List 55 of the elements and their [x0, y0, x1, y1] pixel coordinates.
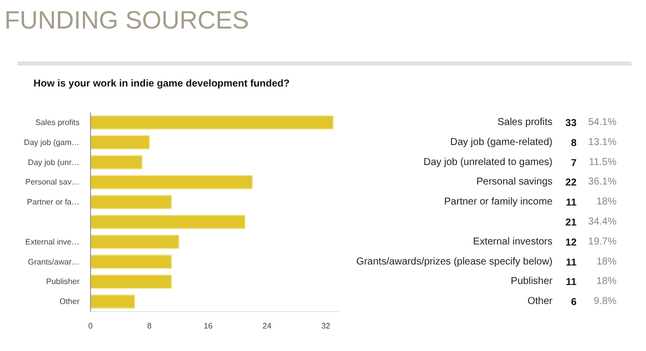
bar — [90, 115, 334, 130]
text: Other — [527, 296, 554, 308]
text: Day job (unrelated to games) — [424, 156, 553, 168]
bar — [90, 155, 142, 170]
text: Day job (game-related) — [450, 136, 552, 148]
text: Grants/awards/prizes (please specify below) — [356, 256, 553, 268]
data-label: 7 — [570, 158, 577, 169]
x-tick-label: 24 — [262, 322, 272, 330]
data-label: 8 — [570, 138, 577, 149]
data-label: 11 — [566, 198, 577, 209]
text: 36.1% — [588, 176, 617, 188]
data-label: 12 — [565, 237, 577, 248]
text: 13.1% — [588, 136, 617, 148]
text: 54.1% — [588, 116, 617, 128]
text: 19.7% — [588, 236, 617, 248]
data-label: 22 — [565, 178, 577, 189]
text: 34.4% — [588, 216, 617, 228]
bar — [90, 135, 150, 150]
chart-title: FUNDING SOURCES — [4, 6, 249, 34]
text: External investors — [473, 236, 553, 248]
bar — [90, 294, 136, 309]
bar — [90, 274, 172, 289]
bar — [90, 234, 180, 249]
x-tick-label: 0 — [88, 322, 94, 330]
bar — [90, 214, 246, 230]
x-tick-label: 8 — [147, 322, 152, 330]
y-tick-label: Day job (unr… — [28, 158, 80, 167]
data-label: 11 — [566, 277, 577, 288]
text: 18% — [596, 276, 617, 288]
y-tick-label: Other — [59, 297, 80, 306]
text: Partner or family income — [444, 196, 553, 208]
text: 18% — [596, 196, 617, 208]
bar — [90, 175, 253, 190]
y-tick-label: Personal sav… — [25, 178, 80, 187]
x-tick-label: 32 — [321, 322, 331, 330]
y-tick-label: Publisher — [46, 277, 80, 286]
data-label: 33 — [565, 118, 577, 129]
bar — [90, 194, 172, 210]
bar — [90, 254, 172, 269]
y-tick-label: External inve… — [25, 237, 80, 246]
y-tick-label: Partner or fa… — [27, 198, 80, 207]
chart-subtitle: How is your work in indie game development funded? — [34, 78, 290, 90]
text: 18% — [596, 256, 617, 268]
y-tick-label: Sales profits — [35, 118, 80, 127]
y-tick-label: Grants/awar… — [28, 257, 80, 266]
x-tick-label: 16 — [204, 322, 214, 330]
data-label: 11 — [566, 257, 577, 268]
y-tick-label: Day job (gam… — [24, 138, 80, 147]
text: 9.8% — [594, 296, 617, 308]
text: Publisher — [510, 276, 554, 288]
text: 11.5% — [588, 156, 617, 168]
data-label: 21 — [565, 217, 577, 228]
data-label: 6 — [570, 297, 577, 308]
text: Sales profits — [497, 116, 553, 128]
text: Personal savings — [476, 176, 553, 188]
